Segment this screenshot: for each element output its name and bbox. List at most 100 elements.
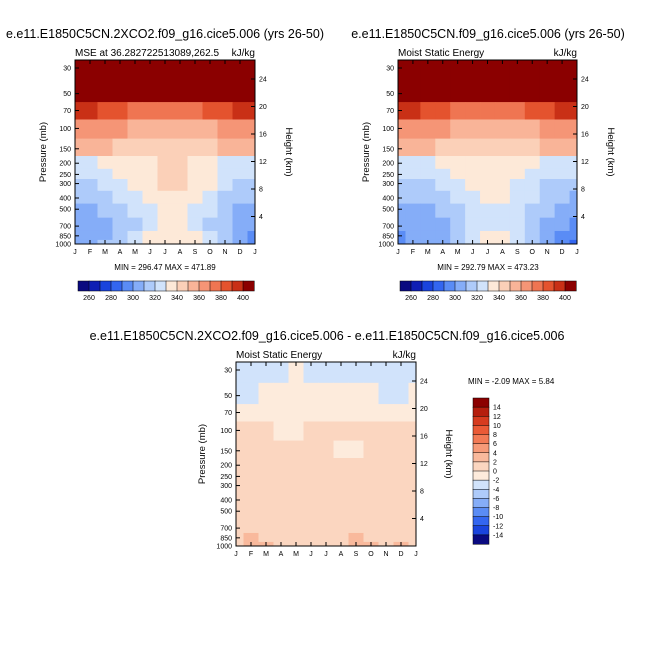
contour-cell	[112, 217, 128, 232]
contour-cell	[405, 138, 421, 157]
contour-cell	[539, 102, 556, 120]
contour-cell	[232, 138, 248, 157]
contour-cell	[509, 190, 526, 205]
contour-cell	[480, 203, 496, 219]
contour-cell	[398, 190, 406, 205]
contour-cell	[348, 440, 364, 459]
contour-cell	[408, 382, 417, 405]
panel-1-min-max: MIN = 296.47 MAX = 471.89	[114, 263, 216, 272]
contour-cell	[363, 404, 379, 422]
contour-cell	[82, 190, 98, 205]
contour-cell	[480, 138, 496, 157]
contour-cell	[157, 168, 173, 180]
colorbar-label: 280	[105, 295, 117, 302]
contour-cell	[82, 138, 98, 157]
contour-cell	[393, 505, 409, 521]
contour-cell	[258, 458, 274, 472]
panel-2: e.e11.E1850C5CN.f09_g16.cice5.006 (yrs 2…	[351, 27, 625, 302]
contour-cell	[157, 80, 173, 103]
contour-cell	[524, 102, 541, 120]
contour-cell	[539, 119, 556, 140]
x-tick-label: A	[500, 249, 505, 256]
colorbar-label: -6	[493, 496, 499, 503]
contour-cell	[142, 102, 158, 120]
contour-cell	[303, 440, 319, 459]
colorbar-swatch	[472, 452, 490, 463]
contour-cell	[318, 532, 334, 543]
colorbar-label: 260	[405, 295, 417, 302]
contour-cell	[142, 217, 158, 232]
contour-cell	[569, 203, 578, 219]
contour-cell	[393, 404, 409, 422]
contour-cell	[247, 239, 256, 245]
panel-2-colorbar: 260 280 300 320 340 360 380 400	[399, 280, 577, 302]
y-tick-label: 300	[59, 181, 71, 188]
contour-cell	[524, 60, 541, 82]
contour-cell	[236, 519, 244, 534]
contour-cell	[303, 492, 319, 507]
contour-cell	[127, 156, 143, 170]
contour-cell	[202, 217, 218, 232]
contour-cell	[97, 119, 113, 140]
x-tick-label: M	[263, 551, 269, 558]
contour-cell	[465, 102, 481, 120]
contour-cell	[435, 138, 451, 157]
contour-cell	[348, 362, 364, 384]
contour-cell	[450, 168, 466, 180]
colorbar-swatch	[487, 280, 500, 292]
colorbar-label: 300	[449, 295, 461, 302]
contour-cell	[539, 217, 556, 232]
panel-3-colorbar: 14 12 10 8 6 4 2 0 -2 -4 -6 -8 -10 -12 -14	[472, 397, 503, 545]
contour-cell	[420, 230, 436, 241]
contour-cell	[333, 382, 349, 405]
contour-cell	[157, 102, 173, 120]
contour-cell	[318, 362, 334, 384]
y-tick-label: 700	[59, 224, 71, 231]
contour-cell	[236, 362, 244, 384]
contour-cell	[288, 505, 304, 521]
contour-cell	[187, 230, 203, 241]
colorbar-label: 0	[493, 469, 497, 476]
contour-cell	[97, 203, 113, 219]
contour-cell	[247, 138, 256, 157]
contour-cell	[393, 492, 409, 507]
contour-cell	[393, 532, 409, 543]
contour-cell	[465, 203, 481, 219]
contour-cell	[142, 80, 158, 103]
contour-cell	[480, 230, 496, 241]
colorbar-swatch	[399, 280, 412, 292]
contour-cell	[554, 179, 570, 192]
contour-cell	[288, 481, 304, 494]
y-tick-label: 200	[59, 161, 71, 168]
contour-cell	[187, 60, 203, 82]
contour-cell	[333, 421, 349, 442]
x-tick-label: S	[354, 551, 359, 558]
y2-tick-label: 20	[420, 406, 428, 413]
contour-cell	[288, 519, 304, 534]
contour-cell	[232, 203, 248, 219]
contour-cell	[539, 179, 556, 192]
contour-cell	[157, 217, 173, 232]
colorbar-swatch	[465, 280, 478, 292]
contour-cell	[82, 230, 98, 241]
contour-cell	[494, 119, 511, 140]
colorbar-swatch	[472, 525, 490, 536]
contour-cell	[398, 239, 406, 245]
contour-cell	[236, 481, 244, 494]
contour-cell	[75, 179, 83, 192]
contour-cell	[273, 458, 289, 472]
contour-cell	[288, 492, 304, 507]
panel-1: e.e11.E1850C5CN.2XCO2.f09_g16.cice5.006 …	[6, 27, 324, 302]
contour-cell	[75, 80, 83, 103]
colorbar-swatch	[198, 280, 211, 292]
colorbar-label: 380	[215, 295, 227, 302]
contour-cell	[243, 404, 259, 422]
contour-cell	[569, 230, 578, 241]
contour-cell	[480, 156, 496, 170]
contour-cell	[142, 179, 158, 192]
contour-cell	[217, 217, 233, 232]
contour-cell	[157, 60, 173, 82]
colorbar-label: 320	[471, 295, 483, 302]
contour-cell	[303, 362, 319, 384]
contour-cell	[142, 119, 158, 140]
